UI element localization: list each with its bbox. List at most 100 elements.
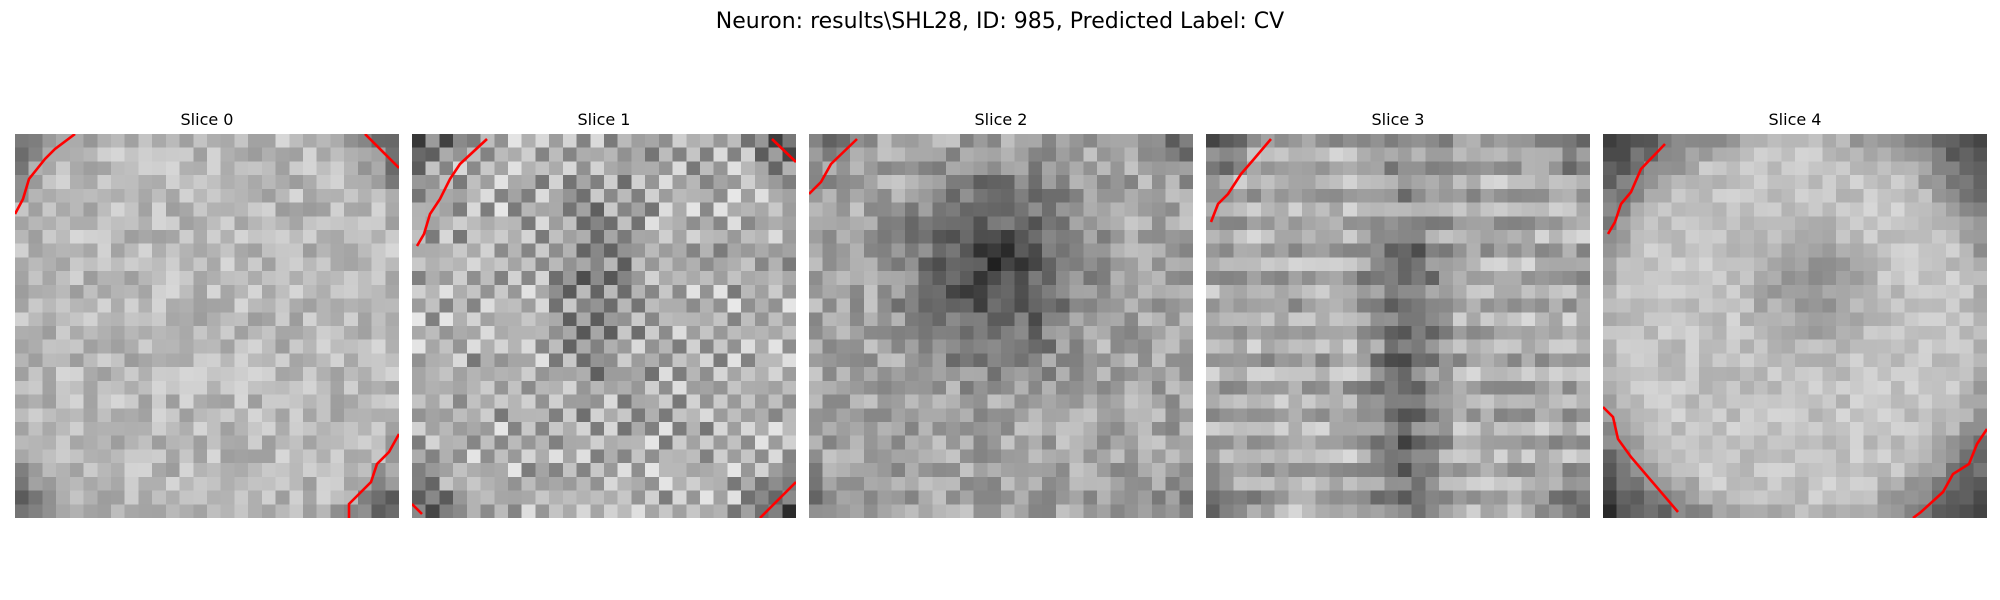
pixel	[1480, 394, 1495, 409]
pixel	[1973, 202, 1987, 217]
pixel	[83, 463, 98, 478]
pixel	[741, 367, 756, 382]
pixel	[453, 476, 468, 492]
pixel	[1097, 504, 1112, 518]
pixel	[863, 380, 879, 396]
pixel	[1685, 216, 1700, 231]
pixel	[1384, 435, 1399, 451]
pixel	[754, 134, 770, 149]
pixel	[1740, 175, 1755, 190]
pixel	[1671, 257, 1686, 272]
pixel	[754, 188, 770, 204]
pixel	[1028, 271, 1043, 286]
pixel	[782, 353, 796, 368]
pixel	[1288, 326, 1303, 341]
pixel	[658, 230, 674, 245]
pixel	[1480, 298, 1495, 313]
pixel	[1055, 435, 1071, 451]
pixel	[549, 134, 564, 149]
pixel	[877, 202, 892, 217]
pixel	[508, 202, 523, 217]
pixel	[959, 284, 975, 300]
pixel	[69, 463, 85, 478]
pixel	[932, 394, 947, 409]
pixel	[1753, 449, 1769, 464]
pixel	[973, 435, 988, 451]
pixel	[1657, 408, 1673, 423]
pixel	[1014, 367, 1030, 382]
pixel	[1042, 202, 1057, 217]
pixel	[1055, 312, 1071, 327]
pixel	[727, 463, 742, 478]
pixel	[220, 188, 236, 204]
pixel	[42, 449, 57, 464]
pixel	[836, 408, 851, 423]
pixel	[686, 243, 701, 259]
pixel	[1001, 202, 1016, 217]
pixel	[590, 326, 605, 341]
pixel	[1863, 202, 1878, 217]
pixel	[453, 422, 468, 437]
pixel	[768, 147, 783, 163]
pixel	[1425, 284, 1440, 300]
pixel	[1055, 367, 1071, 382]
pixel	[1918, 134, 1933, 149]
pixel	[576, 298, 591, 313]
pixel	[494, 216, 509, 231]
pixel	[330, 435, 345, 451]
pixel	[645, 490, 660, 505]
pixel	[576, 339, 591, 355]
pixel	[1288, 312, 1303, 327]
pixel	[782, 380, 796, 396]
pixel	[480, 339, 495, 355]
pixel	[1891, 202, 1906, 217]
pixel	[275, 161, 290, 176]
pixel	[973, 408, 988, 423]
pixel	[617, 476, 633, 492]
pixel	[69, 161, 85, 176]
pixel	[1138, 298, 1153, 313]
pixel	[549, 463, 564, 478]
pixel	[959, 367, 975, 382]
pixel	[1398, 490, 1413, 505]
pixel	[946, 394, 961, 409]
pixel	[617, 380, 633, 396]
pixel	[220, 490, 236, 505]
pixel	[1699, 394, 1714, 409]
pixel	[836, 476, 851, 492]
pixel	[508, 367, 523, 382]
pixel	[1712, 216, 1728, 231]
pixel	[1055, 147, 1071, 163]
pixel	[918, 394, 934, 409]
pixel	[932, 298, 947, 313]
pixel	[1699, 463, 1714, 478]
pixel	[822, 367, 838, 382]
pixel	[1548, 271, 1564, 286]
pixel	[562, 188, 578, 204]
pixel	[809, 367, 824, 382]
pixel	[275, 271, 290, 286]
pixel	[1233, 230, 1248, 245]
pixel	[535, 339, 550, 355]
pixel	[480, 476, 495, 492]
pixel	[165, 134, 181, 149]
pixel	[193, 216, 208, 231]
pixel	[330, 353, 345, 368]
pixel	[1165, 134, 1180, 149]
pixel	[83, 476, 98, 492]
pixel	[1452, 326, 1468, 341]
pixel	[1014, 257, 1030, 272]
pixel	[1042, 380, 1057, 396]
pixel	[425, 271, 441, 286]
pixel	[1945, 284, 1961, 300]
pixel	[1657, 449, 1673, 464]
pixel	[1425, 490, 1440, 505]
pixel	[1439, 394, 1454, 409]
pixel	[330, 216, 345, 231]
contour-line	[364, 134, 399, 169]
pixel	[918, 216, 934, 231]
pixel	[1343, 271, 1358, 286]
pixel	[700, 435, 715, 451]
pixel	[1042, 422, 1057, 437]
pixel	[1808, 490, 1824, 505]
